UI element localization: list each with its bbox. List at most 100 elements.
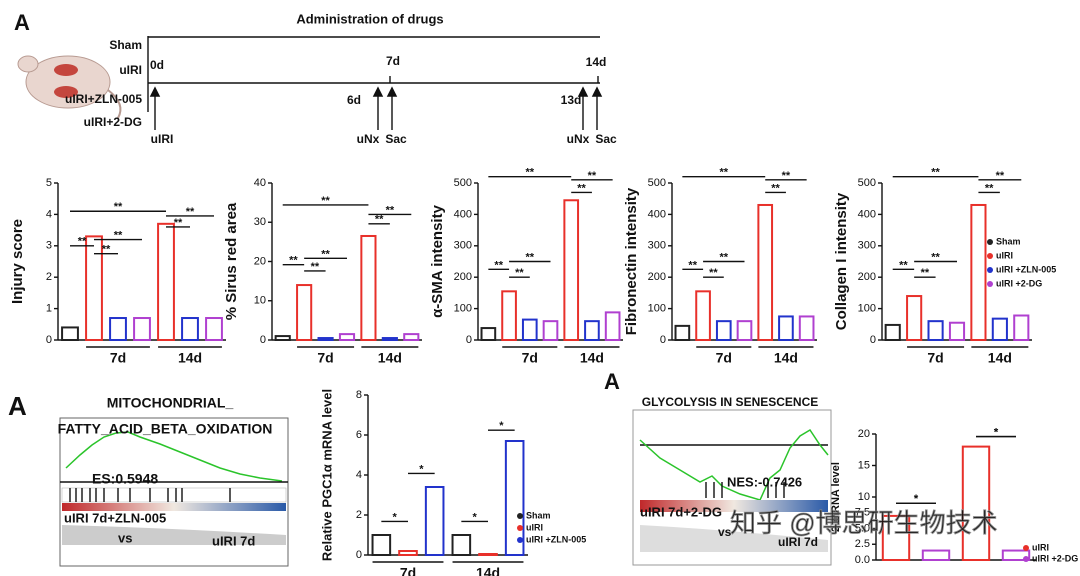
- panel-label: A: [14, 10, 30, 35]
- bar: [715, 320, 732, 342]
- y-axis-label: α-SMA intensity: [429, 204, 446, 317]
- y-tick-label: 500: [858, 177, 876, 189]
- bar: [403, 333, 420, 341]
- legend-label: Sham: [996, 236, 1021, 246]
- y-axis-label: Relative PGC1α mRNA level: [319, 389, 334, 561]
- y-tick-label: 400: [858, 208, 876, 220]
- bar: [205, 317, 223, 341]
- bar: [424, 486, 445, 556]
- bar: [906, 295, 923, 342]
- y-tick-label: 400: [454, 208, 472, 220]
- bar: [480, 327, 497, 341]
- bar: [948, 321, 966, 342]
- legend-marker: [1023, 556, 1029, 562]
- gsea-title: GLYCOLYSIS IN SENESCENCE: [642, 395, 819, 409]
- y-tick-label: 0: [46, 334, 52, 346]
- group-label: uIRI+2-DG: [84, 115, 142, 129]
- significance-label: *: [994, 426, 999, 438]
- significance-label: *: [994, 426, 999, 438]
- significance-label: **: [931, 167, 940, 179]
- y-tick-label: 300: [648, 240, 666, 252]
- significance-label: **: [289, 255, 298, 267]
- y-tick-label: 300: [454, 240, 472, 252]
- y-tick-label: 0.0: [855, 554, 870, 566]
- legend-label: uIRI: [1032, 542, 1049, 552]
- bar: [584, 320, 600, 342]
- significance-label: **: [588, 170, 597, 182]
- y-tick-label: 200: [648, 271, 666, 283]
- x-tick-label: 7d: [927, 350, 943, 366]
- group-label: uIRI+ZLN-005: [65, 92, 142, 106]
- significance-label: *: [914, 493, 919, 505]
- x-tick-label: 14d: [476, 565, 500, 576]
- significance-label: **: [386, 204, 395, 216]
- significance-label: **: [186, 206, 195, 218]
- y-tick-label: 2.5: [855, 538, 870, 550]
- bar: [360, 234, 377, 341]
- significance-label: **: [985, 182, 994, 194]
- y-tick-label: 0: [870, 334, 876, 346]
- significance-label: **: [114, 201, 123, 213]
- gsea-title: MITOCHONDRIAL_: [107, 395, 234, 411]
- gsea-group: uIRI 7d+2-DG: [640, 504, 722, 519]
- x-tick-label: 7d: [400, 565, 416, 576]
- bar: [381, 337, 398, 342]
- significance-label: **: [996, 170, 1005, 182]
- bar: [274, 335, 291, 342]
- significance-label: **: [515, 267, 524, 279]
- bar: [1013, 314, 1030, 341]
- legend-marker: [1023, 545, 1029, 551]
- y-tick-label: 0: [660, 334, 666, 346]
- y-axis-label: Injury score: [9, 219, 26, 304]
- significance-label: *: [499, 420, 504, 432]
- bar: [521, 318, 538, 341]
- bar: [757, 203, 774, 341]
- y-tick-label: 200: [858, 271, 876, 283]
- significance-label: **: [321, 195, 330, 207]
- y-tick-label: 30: [254, 216, 266, 228]
- y-tick-label: 500: [454, 177, 472, 189]
- bar: [398, 550, 418, 556]
- significance-label: **: [375, 214, 384, 226]
- bar: [501, 290, 517, 341]
- bar: [451, 534, 472, 556]
- bar: [1001, 549, 1031, 561]
- x-tick-label: 7d: [317, 350, 333, 366]
- x-tick-label: 7d: [110, 350, 126, 366]
- day-label: 6d: [347, 93, 361, 107]
- bar: [991, 317, 1008, 342]
- bar: [563, 199, 580, 341]
- bar: [970, 203, 987, 341]
- gsea-group: uIRI 7d+ZLN-005: [64, 510, 166, 525]
- bar: [927, 320, 944, 342]
- y-tick-label: 100: [454, 303, 472, 315]
- mouse-icon: [17, 55, 122, 119]
- bar: [85, 235, 103, 342]
- gsea-plot: [59, 417, 289, 567]
- bar: [881, 514, 911, 562]
- arrows: [149, 86, 603, 130]
- legend-marker: [517, 513, 523, 519]
- bar: [317, 337, 334, 342]
- significance-label: **: [494, 259, 503, 271]
- x-tick-label: 14d: [988, 350, 1012, 366]
- y-tick-label: 8: [356, 389, 362, 401]
- y-tick-label: 100: [648, 303, 666, 315]
- x-tick-label: 7d: [522, 350, 538, 366]
- significance-label: **: [709, 267, 718, 279]
- x-tick-label: 14d: [178, 350, 202, 366]
- significance-label: **: [311, 261, 320, 273]
- bar: [674, 324, 691, 341]
- event-label: uIRI: [151, 132, 174, 146]
- y-axis-label: Collagen I intensity: [833, 192, 850, 330]
- gsea-plot: [632, 409, 832, 566]
- x-tick-label: 7d: [716, 350, 732, 366]
- bar: [157, 222, 175, 342]
- gsea-group: uIRI 7d: [212, 533, 255, 548]
- y-tick-label: 0: [466, 334, 472, 346]
- gsea-score: ES:0.5948: [92, 471, 158, 487]
- bar: [961, 445, 991, 562]
- group-label: uIRI: [119, 63, 142, 77]
- gsea-vs: vs: [718, 525, 732, 539]
- bar: [604, 311, 621, 342]
